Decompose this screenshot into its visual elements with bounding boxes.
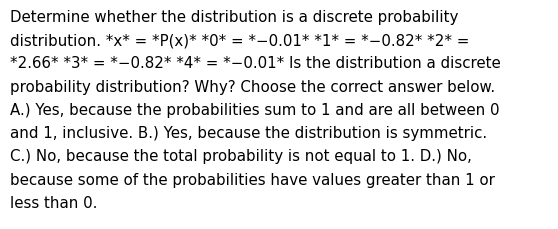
- Text: probability distribution? Why? Choose the correct answer below.: probability distribution? Why? Choose th…: [10, 79, 495, 94]
- Text: *2.66* *3* = *−0.82* *4* = *−0.01* Is the distribution a discrete: *2.66* *3* = *−0.82* *4* = *−0.01* Is th…: [10, 56, 501, 71]
- Text: and 1, inclusive. B.) Yes, because the distribution is symmetric.: and 1, inclusive. B.) Yes, because the d…: [10, 126, 487, 141]
- Text: A.) Yes, because the probabilities sum to 1 and are all between 0: A.) Yes, because the probabilities sum t…: [10, 103, 499, 117]
- Text: less than 0.: less than 0.: [10, 195, 98, 210]
- Text: distribution. *x* = *P(x)* *0* = *−0.01* *1* = *−0.82* *2* =: distribution. *x* = *P(x)* *0* = *−0.01*…: [10, 33, 469, 48]
- Text: because some of the probabilities have values greater than 1 or: because some of the probabilities have v…: [10, 172, 495, 187]
- Text: C.) No, because the total probability is not equal to 1. D.) No,: C.) No, because the total probability is…: [10, 149, 472, 164]
- Text: Determine whether the distribution is a discrete probability: Determine whether the distribution is a …: [10, 10, 458, 25]
